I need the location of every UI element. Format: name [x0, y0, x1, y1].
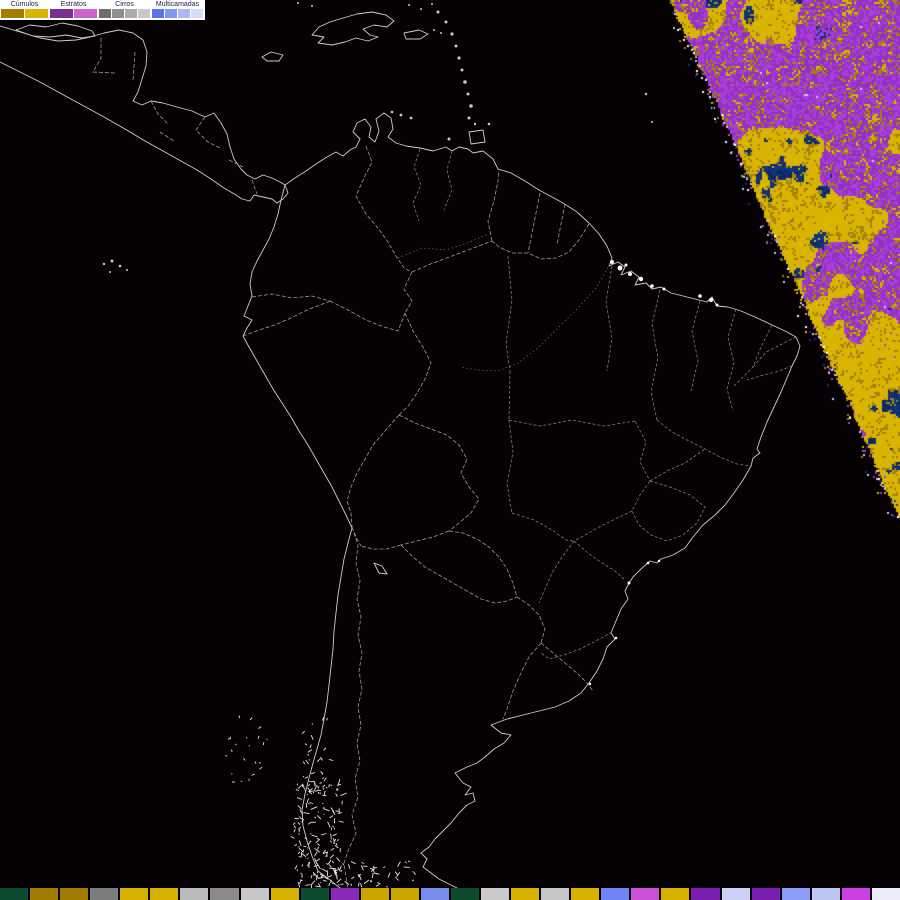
colorbar-segment	[330, 888, 359, 900]
legend-group: Cirros	[99, 1, 150, 18]
legend-swatch	[178, 9, 190, 18]
colorbar-segment	[210, 888, 239, 900]
colorbar-segment	[150, 888, 179, 900]
legend-swatch	[138, 9, 150, 18]
colorbar-segment	[300, 888, 329, 900]
legend-group-label: Cúmulos	[10, 1, 39, 8]
colorbar-segment	[541, 888, 570, 900]
colorbar-segment	[90, 888, 119, 900]
legend-swatch	[50, 9, 73, 18]
colorbar-segment	[420, 888, 449, 900]
colorbar-segment	[811, 888, 840, 900]
colorbar-segment	[360, 888, 389, 900]
colorbar-segment	[450, 888, 479, 900]
colorbar-segment	[751, 888, 780, 900]
colorbar-segment	[631, 888, 660, 900]
legend-group: Multicamadas	[152, 1, 203, 18]
colorbar-segment	[511, 888, 540, 900]
colorbar-segment	[240, 888, 269, 900]
legend-group-label: Multicamadas	[155, 1, 200, 8]
colorbar-segment	[841, 888, 870, 900]
cloud-type-legend: Cúmulos Estratos Cirros Multicamadas	[0, 0, 205, 20]
colorbar-segment	[120, 888, 149, 900]
colorbar-segment	[30, 888, 59, 900]
legend-swatch	[99, 9, 111, 18]
colorbar-segment	[871, 888, 900, 900]
colorbar-segment	[781, 888, 810, 900]
colorbar-segment	[571, 888, 600, 900]
legend-group-label: Cirros	[115, 1, 134, 8]
colorbar-segment	[0, 888, 29, 900]
classification-colorbar	[0, 888, 900, 900]
colorbar-segment	[481, 888, 510, 900]
colorbar-segment	[60, 888, 89, 900]
colorbar-segment	[691, 888, 720, 900]
legend-group-label: Estratos	[60, 1, 87, 8]
colorbar-segment	[390, 888, 419, 900]
legend-swatch	[152, 9, 164, 18]
colorbar-segment	[601, 888, 630, 900]
legend-swatch	[125, 9, 137, 18]
legend-swatch	[191, 9, 203, 18]
legend-swatch	[165, 9, 177, 18]
legend-swatch	[112, 9, 124, 18]
legend-group: Estratos	[50, 1, 97, 18]
legend-group: Cúmulos	[1, 1, 48, 18]
legend-swatch	[1, 9, 24, 18]
colorbar-segment	[180, 888, 209, 900]
legend-swatch	[25, 9, 48, 18]
colorbar-segment	[270, 888, 299, 900]
colorbar-segment	[721, 888, 750, 900]
legend-swatch	[74, 9, 97, 18]
colorbar-segment	[661, 888, 690, 900]
